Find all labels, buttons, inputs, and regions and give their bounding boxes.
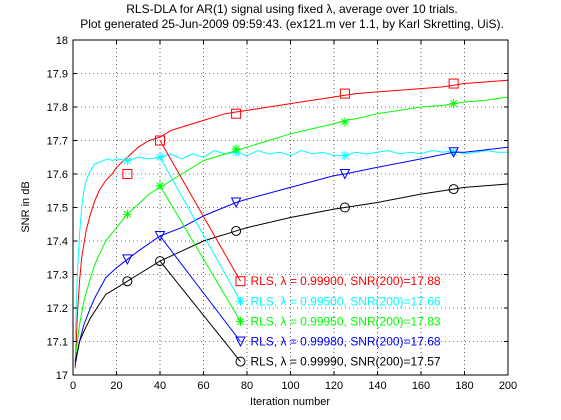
- chart-title-line-1: RLS-DLA for AR(1) signal using fixed λ, …: [126, 2, 458, 16]
- x-tick-label: 60: [197, 380, 209, 392]
- data-point-marker: [339, 169, 351, 180]
- y-tick-label: 17.7: [47, 136, 68, 148]
- x-tick-label: 100: [281, 380, 299, 392]
- x-tick-label: 40: [154, 380, 166, 392]
- y-tick-label: 17: [56, 370, 68, 382]
- y-tick-label: 17.3: [47, 270, 68, 282]
- y-tick-label: 17.2: [47, 303, 68, 315]
- y-axis-label: SNR in dB: [20, 181, 32, 232]
- ticks: 0 20 40 60 80 100 120 140 160 180 200 17 17.1 17.2 17.…: [47, 35, 518, 392]
- data-point-marker: [449, 99, 459, 109]
- data-point-marker: [122, 254, 133, 266]
- y-tick-label: 17.5: [47, 203, 68, 215]
- series-line: [74, 146, 509, 366]
- data-point-marker: [122, 156, 132, 166]
- data-point-marker: [154, 230, 166, 242]
- x-tick-label: 160: [412, 380, 430, 392]
- legend-pointer-line: [159, 185, 241, 322]
- legend-marker: [235, 356, 246, 367]
- data-point-marker: [339, 202, 350, 213]
- y-tick-label: 17.9: [47, 69, 68, 81]
- data-point-marker: [231, 225, 242, 236]
- y-tick-label: 17.1: [47, 337, 68, 349]
- data-point-marker: [231, 144, 241, 154]
- series-3: [74, 96, 509, 359]
- y-tick-label: 17.8: [47, 102, 68, 114]
- data-point-marker: [448, 184, 459, 195]
- data-point-marker: [231, 108, 242, 119]
- x-tick-label: 20: [110, 380, 122, 392]
- legend-pointer-line: [159, 140, 241, 282]
- series-line: [74, 96, 509, 359]
- chart-title-line-2: Plot generated 25-Jun-2009 09:59:43. (ex…: [80, 17, 504, 31]
- legend: RLS, λ = 0.99900, SNR(200)=17.88 RLS, λ =…: [159, 140, 441, 369]
- data-point-marker: [122, 169, 133, 179]
- legend-marker: [235, 336, 246, 348]
- series-1: [74, 78, 509, 369]
- x-tick-label: 200: [499, 380, 517, 392]
- data-point-marker: [230, 197, 242, 209]
- data-point-marker: [448, 147, 459, 158]
- data-point-marker: [122, 276, 133, 287]
- legend-pointer-line: [159, 235, 241, 342]
- legend-label: RLS, λ = 0.99500, SNR(200)=17.66: [250, 294, 440, 308]
- x-tick-label: 180: [455, 380, 473, 392]
- x-tick-label: 120: [325, 380, 343, 392]
- data-point-marker: [340, 151, 350, 161]
- legend-marker: [235, 296, 245, 306]
- series-line: [74, 150, 508, 342]
- series-4: [74, 146, 509, 366]
- legend-label: RLS, λ = 0.99900, SNR(200)=17.88: [250, 274, 440, 288]
- grid: [73, 40, 508, 375]
- legend-label: RLS, λ = 0.99950, SNR(200)=17.83: [250, 314, 440, 328]
- legend-pointer-line: [159, 260, 241, 362]
- legend-label: RLS, λ = 0.99990, SNR(200)=17.57: [250, 355, 440, 369]
- data-point-marker: [122, 209, 132, 219]
- series-line: [74, 79, 509, 369]
- data-point-marker: [155, 256, 165, 267]
- y-tick-label: 18: [56, 35, 68, 47]
- data-point-marker: [155, 135, 165, 146]
- y-tick-label: 17.4: [47, 236, 68, 248]
- legend-marker: [235, 316, 245, 326]
- x-tick-label: 140: [368, 380, 386, 392]
- x-tick-label: 80: [241, 380, 253, 392]
- data-point-marker: [340, 117, 350, 127]
- data-point-marker: [448, 78, 459, 89]
- series-5: [74, 183, 509, 362]
- legend-label: RLS, λ = 0.99980, SNR(200)=17.68: [250, 335, 440, 349]
- data-point-marker: [339, 88, 350, 99]
- legend-marker: [235, 276, 246, 287]
- x-tick-label: 0: [70, 380, 76, 392]
- legend-pointer-line: [159, 157, 241, 302]
- series-layer: [74, 78, 509, 369]
- y-tick-label: 17.6: [47, 169, 68, 181]
- x-axis-label: Iteration number: [250, 396, 330, 408]
- series-line: [74, 183, 509, 362]
